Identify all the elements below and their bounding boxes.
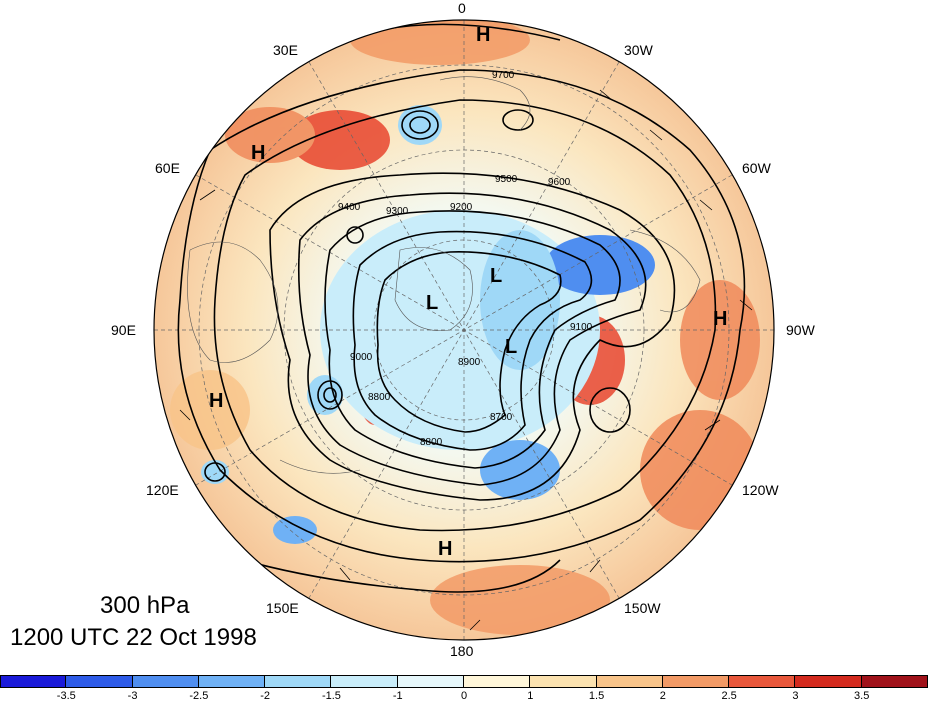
- colorbar-tick-label: 1: [527, 690, 534, 702]
- lon-label-120w: 120W: [742, 482, 779, 498]
- map-disk: 9700 9600 9500 9400 9300 9200 9000 8900 …: [154, 20, 774, 640]
- colorbar-tick-label: -1.5: [321, 690, 341, 702]
- lon-label-30w: 30W: [624, 42, 653, 58]
- colorbar-tick-label: -1: [392, 690, 403, 702]
- lon-label-60w: 60W: [742, 160, 771, 176]
- colorbar-segment: [464, 675, 531, 688]
- high-pressure-marker: H: [476, 24, 491, 46]
- valid-time-label: 1200 UTC 22 Oct 1998: [10, 624, 257, 651]
- colorbar-tick-label: 2.5: [721, 690, 737, 702]
- colorbar-segment: [729, 675, 796, 688]
- contour-labels: 9700 9600 9500 9400 9300 9200 9000 8900 …: [338, 70, 593, 448]
- lon-label-90w: 90W: [786, 322, 815, 338]
- lon-label-90e: 90E: [111, 322, 136, 338]
- colorbar-tick-label: -3: [127, 690, 138, 702]
- contour-label: 8900: [458, 357, 481, 368]
- lon-label-60e: 60E: [155, 160, 180, 176]
- contour-label: 8700: [490, 412, 513, 423]
- low-pressure-marker: L: [426, 292, 439, 314]
- contour-label: 9200: [450, 202, 473, 213]
- lon-label-120e: 120E: [146, 482, 179, 498]
- colorbar-segment: [795, 675, 862, 688]
- colorbar-segment: [0, 675, 67, 688]
- map-border: [153, 19, 775, 641]
- high-pressure-marker: H: [438, 538, 453, 560]
- negative-anomaly-shading: [201, 105, 655, 544]
- colorbar-tick-label: -2.5: [189, 690, 209, 702]
- colorbar-segment: [331, 675, 398, 688]
- colorbar-tick-label: 3.5: [854, 690, 870, 702]
- colorbar-segment: [861, 675, 928, 688]
- colorbar-tick-label: 1.5: [588, 690, 605, 702]
- contour-label: 9300: [386, 206, 409, 217]
- lon-label-150w: 150W: [624, 600, 661, 616]
- contour-label: 9100: [570, 322, 593, 333]
- colorbar-tick-label: -3.5: [56, 690, 76, 702]
- lon-label-30e: 30E: [273, 42, 298, 58]
- lon-label-180: 180: [450, 643, 474, 659]
- lon-label-0: 0: [458, 0, 466, 16]
- contour-label: 9600: [548, 177, 571, 188]
- contour-label: 9700: [492, 70, 515, 81]
- colorbar-segment: [662, 675, 730, 688]
- coastlines: [187, 76, 701, 474]
- contour-label: 9000: [350, 352, 373, 363]
- colorbar-segment: [397, 675, 464, 688]
- colorbar-tick-label: -2: [260, 690, 271, 702]
- colorbar-tick-label: 3: [792, 690, 799, 702]
- high-pressure-marker: H: [713, 308, 728, 330]
- low-pressure-marker: L: [490, 265, 503, 287]
- colorbar-segment: [596, 675, 663, 688]
- contour-label: 9500: [495, 174, 518, 185]
- high-pressure-marker: H: [209, 390, 224, 412]
- colorbar-segment: [132, 675, 199, 688]
- contour-label: 8800: [420, 437, 443, 448]
- colorbar-segment: [66, 675, 133, 688]
- polar-map: 9700 9600 9500 9400 9300 9200 9000 8900 …: [153, 19, 775, 641]
- colorbar-segment: [198, 675, 266, 688]
- lon-label-150e: 150E: [266, 600, 299, 616]
- low-pressure-marker: L: [505, 336, 518, 358]
- colorbar-tick-label: 0: [460, 690, 468, 702]
- colorbar: -3.5 -3 -2.5 -2 -1.5 -1 0 1 1.5 2 2.5 3 3.5: [0, 675, 928, 702]
- height-contours: [177, 23, 746, 593]
- colorbar-tick-label: 2: [659, 690, 666, 702]
- high-pressure-marker: H: [251, 142, 266, 164]
- contour-label: 9400: [338, 202, 361, 213]
- colorbar-segment: [530, 675, 597, 688]
- colorbar-segment: [265, 675, 332, 688]
- graticule: [154, 20, 774, 640]
- contour-label: 8800: [368, 392, 391, 403]
- pressure-level-label: 300 hPa: [100, 592, 190, 619]
